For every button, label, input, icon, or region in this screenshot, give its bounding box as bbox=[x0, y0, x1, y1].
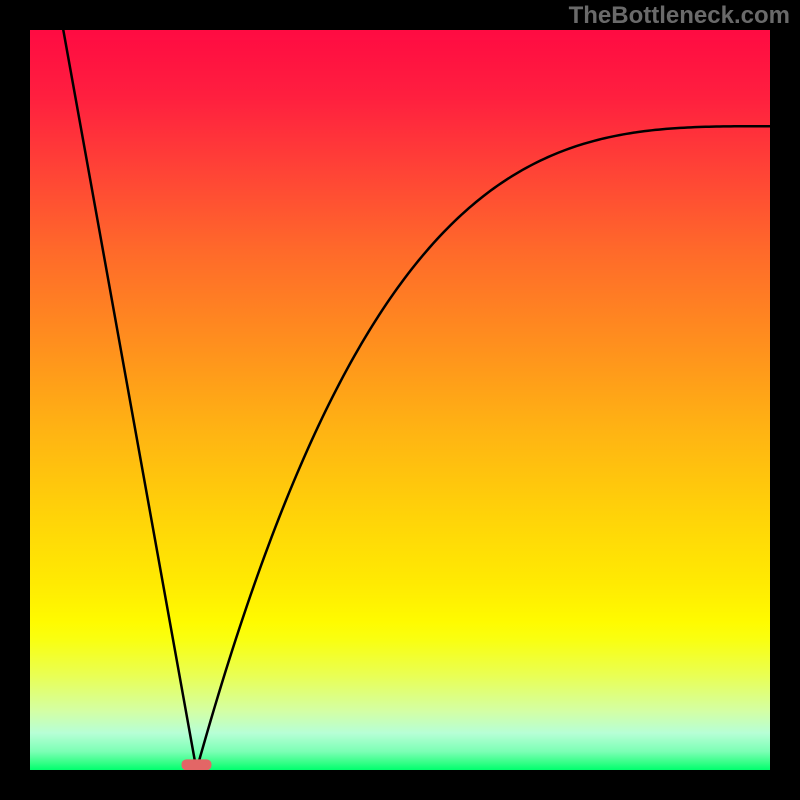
minimum-marker bbox=[182, 759, 212, 770]
frame-border bbox=[0, 770, 800, 800]
watermark-text: TheBottleneck.com bbox=[569, 2, 790, 30]
frame-border bbox=[0, 0, 30, 800]
chart-container: TheBottleneck.com bbox=[0, 0, 800, 800]
plot-background bbox=[30, 30, 770, 770]
bottleneck-chart bbox=[0, 0, 800, 800]
frame-border bbox=[770, 0, 800, 800]
